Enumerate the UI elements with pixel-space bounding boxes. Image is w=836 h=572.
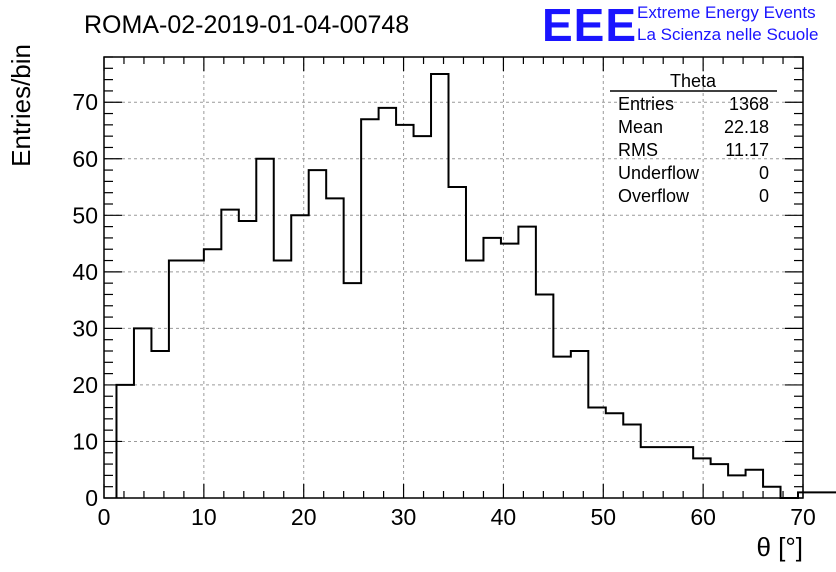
histogram-bin	[186, 261, 203, 498]
stats-row-value: 1368	[729, 94, 769, 114]
y-tick-label: 60	[72, 146, 98, 172]
x-tick-label: 70	[790, 504, 816, 530]
histogram-bin	[676, 447, 693, 498]
y-tick-label: 50	[72, 202, 98, 228]
stats-row-label: Mean	[618, 117, 663, 137]
stats-row-label: RMS	[618, 140, 658, 160]
histogram-bin	[763, 487, 780, 498]
histogram-bin	[571, 351, 588, 498]
x-tick-label: 30	[391, 504, 417, 530]
stats-row-value: 22.18	[724, 117, 769, 137]
histogram-bin	[746, 470, 763, 498]
y-tick-label: 70	[72, 89, 98, 115]
stats-row-label: Underflow	[618, 163, 700, 183]
x-axis-title: θ [°]	[756, 532, 803, 562]
histogram-bin	[274, 261, 291, 498]
stats-title: Theta	[670, 71, 717, 91]
histogram-bin	[553, 357, 570, 498]
logo-line-1: Extreme Energy Events	[637, 3, 816, 22]
histogram-bin	[204, 249, 221, 498]
histogram-bin	[606, 413, 623, 498]
chart-title: ROMA-02-2019-01-04-00748	[84, 11, 409, 39]
histogram-bin	[344, 283, 361, 498]
histogram-bin	[466, 261, 483, 498]
histogram-bin	[623, 425, 640, 499]
histogram-outline	[115, 72, 836, 499]
y-tick-label: 10	[72, 428, 98, 454]
histogram-bin	[379, 108, 396, 498]
x-tick-label: 20	[291, 504, 317, 530]
logo-line-2: La Scienza nelle Scuole	[637, 25, 818, 44]
histogram-bin	[431, 74, 448, 498]
histogram-bin	[396, 125, 413, 498]
y-tick-label: 30	[72, 315, 98, 341]
eee-logo: EEE Extreme Energy Events La Scienza nel…	[542, 0, 818, 51]
x-tick-label: 40	[491, 504, 517, 530]
histogram-bin	[134, 328, 151, 498]
histogram-bin	[326, 198, 343, 498]
x-tick-label: 50	[590, 504, 616, 530]
histogram-bin	[169, 261, 186, 498]
x-tick-label: 0	[98, 504, 111, 530]
histogram-bin	[711, 464, 728, 498]
logo-mark: EEE	[542, 0, 637, 51]
plot-frame	[103, 56, 804, 499]
y-tick-labels: 0 10 20 30 40 50 60 70	[72, 89, 98, 511]
histogram-bin	[449, 187, 466, 498]
stats-row-label: Entries	[618, 94, 674, 114]
x-tick-label: 60	[690, 504, 716, 530]
histogram-bin	[641, 447, 658, 498]
histogram-bin	[309, 170, 326, 498]
axis-ticks	[103, 56, 804, 499]
histogram-bin	[483, 238, 500, 498]
y-tick-label: 20	[72, 372, 98, 398]
x-tick-label: 10	[191, 504, 217, 530]
stats-row-value: 11.17	[725, 140, 769, 160]
histogram-bin	[221, 210, 238, 498]
x-tick-labels: 0 10 20 30 40 50 60 70	[98, 504, 816, 530]
y-tick-label: 40	[72, 259, 98, 285]
grid-lines	[104, 57, 803, 498]
histogram-bin	[239, 221, 256, 498]
stats-row-label: Overflow	[618, 186, 690, 206]
histogram-bin	[518, 227, 535, 498]
stats-row-value: 0	[759, 163, 769, 183]
histogram-bin	[658, 447, 675, 498]
y-tick-label: 0	[85, 485, 98, 511]
histogram-bin	[536, 294, 553, 498]
stats-rows: Entries 1368 Mean 22.18 RMS 11.17 Underflow 0 Ov…	[618, 94, 769, 206]
histogram-bin	[291, 215, 308, 498]
stats-row-value: 0	[759, 186, 769, 206]
histogram-bin	[414, 136, 431, 498]
stats-box: Theta Entries 1368 Mean 22.18 RMS 11.17 Underf…	[610, 71, 777, 206]
histogram-bin	[151, 351, 168, 498]
histogram-bin	[693, 458, 710, 498]
histogram-bin	[256, 159, 273, 498]
y-axis-title: Entries/bin	[6, 44, 36, 167]
histogram-bins	[116, 74, 836, 498]
